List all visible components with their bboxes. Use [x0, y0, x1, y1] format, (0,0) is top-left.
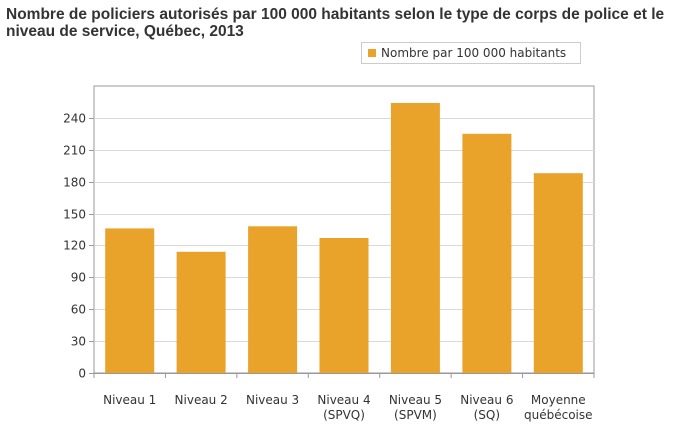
x-tick-label: Niveau 5 [389, 393, 442, 407]
x-tick-label: (SPVQ) [323, 408, 365, 422]
x-tick-label: Niveau 2 [175, 393, 228, 407]
bar [105, 228, 155, 373]
bar [248, 226, 298, 373]
x-tick-label: québécoise [524, 408, 593, 422]
x-tick-label: Niveau 1 [103, 393, 156, 407]
y-tick-label: 0 [78, 367, 86, 381]
x-tick-label: (SPVM) [394, 408, 437, 422]
y-tick-label: 240 [63, 112, 86, 126]
y-tick-label: 120 [63, 239, 86, 253]
y-tick-label: 60 [71, 303, 86, 317]
bar [533, 173, 583, 373]
x-tick-label: (SQ) [474, 408, 500, 422]
bar [319, 238, 369, 373]
chart-title: Nombre de policiers autorisés par 100 00… [6, 6, 665, 40]
bar [390, 103, 440, 373]
y-tick-label: 30 [71, 335, 86, 349]
bar [462, 133, 512, 373]
chart-legend: Nombre par 100 000 habitants [361, 42, 581, 64]
legend-label: Nombre par 100 000 habitants [381, 46, 567, 60]
y-tick-label: 150 [63, 208, 86, 222]
y-tick-label: 180 [63, 176, 86, 190]
x-tick-label: Niveau 6 [460, 393, 513, 407]
y-tick-label: 90 [71, 271, 86, 285]
bar [176, 251, 226, 373]
legend-swatch [368, 49, 376, 57]
x-tick-label: Niveau 3 [246, 393, 299, 407]
y-tick-label: 210 [63, 144, 86, 158]
x-tick-label: Moyenne [531, 393, 586, 407]
x-tick-label: Niveau 4 [317, 393, 370, 407]
